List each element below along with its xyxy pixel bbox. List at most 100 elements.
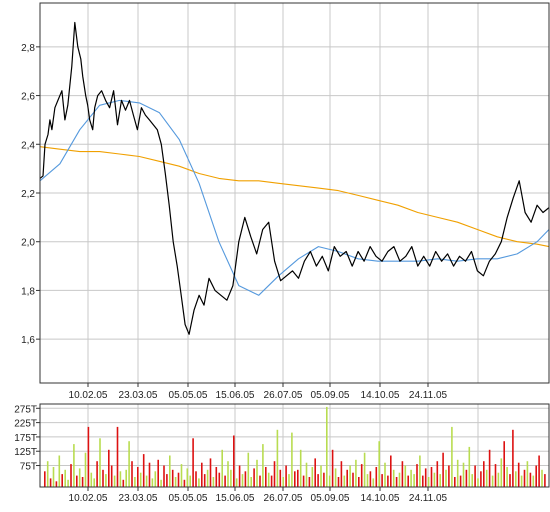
volume-bar <box>299 449 302 487</box>
volume-y-tick-label: 75T <box>20 462 37 473</box>
volume-bar <box>166 474 168 487</box>
volume-bar <box>462 462 465 487</box>
volume-bar <box>517 462 520 487</box>
price-y-tick-label: 2,4 <box>21 140 35 151</box>
volume-bar <box>253 468 255 487</box>
volume-bar <box>471 474 473 487</box>
volume-bar <box>369 471 372 487</box>
price-y-tick-label: 2,0 <box>21 238 35 249</box>
volume-y-tick-label: 125T <box>14 447 37 458</box>
volume-bar <box>273 461 276 487</box>
volume-bar <box>343 475 346 487</box>
volume-bar <box>128 441 130 487</box>
volume-bar <box>93 478 95 487</box>
volume-bar <box>244 471 247 487</box>
volume-x-tick-label: 15.06.05 <box>216 493 255 504</box>
volume-bar <box>538 455 540 487</box>
volume-bar <box>235 478 238 487</box>
volume-bar <box>183 479 186 487</box>
volume-bar <box>64 469 66 487</box>
price-x-tick-label: 15.06.05 <box>216 390 255 401</box>
volume-bar <box>105 474 107 487</box>
volume-bar <box>90 472 93 487</box>
volume-bar <box>503 441 505 487</box>
volume-bar <box>230 469 232 487</box>
volume-x-tick-label: 10.02.05 <box>69 493 108 504</box>
volume-bar <box>241 474 244 487</box>
volume-bar <box>477 478 479 487</box>
volume-bar <box>436 461 439 487</box>
price-x-tick-label: 23.03.05 <box>119 390 158 401</box>
volume-bar <box>157 459 159 487</box>
price-y-tick-label: 1,6 <box>21 335 35 346</box>
price-x-tick-label: 24.11.05 <box>409 390 448 401</box>
volume-x-tick-label: 24.11.05 <box>409 493 448 504</box>
volume-bar <box>70 464 72 487</box>
volume-bar <box>294 471 296 487</box>
volume-bar <box>334 468 337 487</box>
volume-bar <box>288 474 290 487</box>
volume-bar <box>483 461 485 487</box>
volume-bar <box>52 467 55 487</box>
series-line-ma_long <box>39 146 550 248</box>
volume-bar <box>145 475 148 487</box>
volume-bar <box>209 458 212 487</box>
volume-bar <box>468 446 471 487</box>
volume-bar <box>454 477 456 487</box>
volume-bar <box>500 458 503 487</box>
volume-bar <box>256 459 258 487</box>
volume-bar <box>439 474 441 487</box>
volume-bar <box>227 461 229 487</box>
volume-bar <box>267 472 270 487</box>
volume-bar <box>110 465 113 487</box>
volume-bar <box>171 469 174 487</box>
volume-bar <box>401 461 404 487</box>
volume-bar <box>337 477 340 487</box>
volume-bar <box>151 478 154 487</box>
volume-bar <box>169 455 171 487</box>
volume-bar <box>413 474 415 487</box>
volume-bar <box>206 469 209 487</box>
price-y-tick-label: 2,8 <box>21 43 35 54</box>
volume-panel: 275T 225T 175T 125T 75T 10.02.05 23.03.05 05.05… <box>14 403 550 504</box>
volume-bar <box>78 468 81 487</box>
volume-bar <box>442 452 444 487</box>
volume-bar <box>142 454 145 487</box>
volume-bar <box>87 426 90 487</box>
volume-bar <box>407 475 409 487</box>
volume-bar <box>46 461 49 487</box>
volume-bar <box>328 475 331 487</box>
volume-bar <box>262 444 264 487</box>
volume-bar <box>392 469 395 487</box>
volume-bar <box>250 477 252 487</box>
volume-bar <box>259 475 261 487</box>
volume-bar <box>395 477 398 487</box>
volume-bar <box>430 467 433 487</box>
volume-bar <box>102 469 104 487</box>
volume-bar <box>279 469 282 487</box>
volume-bar <box>509 474 511 487</box>
volume-bar <box>480 471 482 487</box>
volume-bar <box>317 474 319 487</box>
volume-bar <box>529 472 532 487</box>
volume-x-tick-label: 05.05.05 <box>169 493 208 504</box>
volume-bar <box>291 432 293 487</box>
volume-bar <box>491 475 494 487</box>
volume-bar <box>58 455 61 487</box>
price-y-tick-label: 2,2 <box>21 189 35 200</box>
volume-bar <box>238 465 241 487</box>
volume-bar <box>416 464 418 487</box>
volume-x-tick-label: 14.10.05 <box>361 493 400 504</box>
volume-bar <box>276 429 279 487</box>
volume-bar <box>488 449 491 487</box>
volume-bar <box>381 474 383 487</box>
volume-bar <box>355 459 357 487</box>
series-line-price <box>39 21 550 335</box>
volume-bar <box>148 462 151 487</box>
volume-bar <box>410 469 412 487</box>
volume-bar <box>387 475 389 487</box>
volume-bar <box>285 465 287 487</box>
volume-y-tick-label: 175T <box>14 433 37 444</box>
volume-bar <box>195 471 197 487</box>
volume-bar <box>485 469 488 487</box>
